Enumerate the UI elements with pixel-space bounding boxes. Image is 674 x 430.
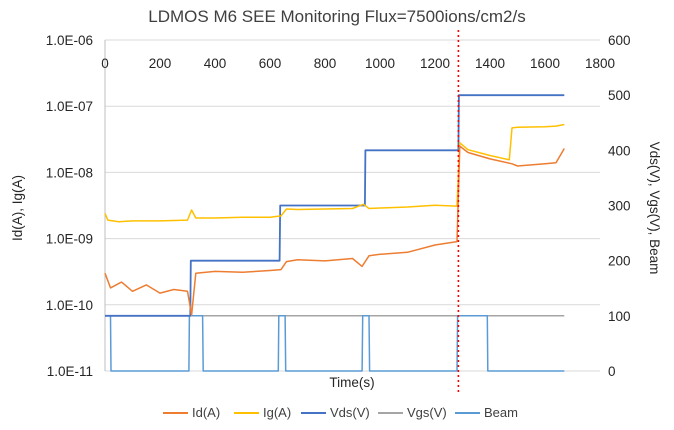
right-tick-label: 400 — [608, 143, 631, 158]
x-axis-label: Time(s) — [329, 375, 374, 390]
series-group — [104, 94, 565, 372]
x-tick-label: 200 — [149, 56, 172, 71]
x-tick-label: 1800 — [585, 56, 615, 71]
grid — [104, 39, 600, 372]
x-tick-label: 600 — [259, 56, 282, 71]
series-id-a-line — [104, 145, 565, 316]
x-tick-label: 1400 — [475, 56, 505, 71]
legend-entry: Beam — [484, 405, 518, 420]
x-tick-label: 800 — [314, 56, 337, 71]
right-tick-label: 0 — [608, 364, 616, 379]
legend-entry: Ig(A) — [263, 405, 291, 420]
left-axis-label: Id(A), Ig(A) — [10, 175, 25, 241]
x-tick-label: 1200 — [420, 56, 450, 71]
chart-title: LDMOS M6 SEE Monitoring Flux=7500ions/cm… — [148, 7, 525, 26]
legend-entry: Vgs(V) — [407, 405, 447, 420]
left-tick-label: 1.0E-06 — [46, 33, 93, 48]
x-tick-label: 1600 — [530, 56, 560, 71]
left-tick-label: 1.0E-07 — [46, 99, 93, 114]
series-ig-a-line — [104, 123, 565, 223]
right-axis-label: Vds(V), Vgs(V), Beam — [647, 142, 662, 275]
right-tick-label: 200 — [608, 254, 631, 269]
x-tick-label: 0 — [101, 56, 109, 71]
legend-entry: Vds(V) — [330, 405, 370, 420]
series-vds-v-line — [105, 94, 565, 317]
right-axis-ticks: 0 100 200 300 400 500 600 — [608, 33, 631, 379]
left-axis-ticks: 1.0E-11 1.0E-10 1.0E-09 1.0E-08 1.0E-07 1.0E-… — [46, 33, 93, 379]
x-tick-label: 1000 — [365, 56, 395, 71]
left-tick-label: 1.0E-11 — [47, 364, 93, 379]
right-tick-label: 600 — [608, 33, 631, 48]
legend: Id(A) Ig(A) Vds(V) Vgs(V) Beam — [163, 405, 518, 420]
right-tick-label: 100 — [608, 309, 631, 324]
x-axis-ticks: 0 200 400 600 800 1000 1200 1400 1600 1800 — [101, 56, 615, 71]
right-tick-label: 300 — [608, 199, 631, 214]
legend-entry: Id(A) — [192, 405, 220, 420]
x-tick-label: 400 — [204, 56, 227, 71]
left-tick-label: 1.0E-08 — [46, 165, 93, 180]
left-tick-label: 1.0E-09 — [46, 232, 93, 247]
right-tick-label: 500 — [608, 88, 631, 103]
left-tick-label: 1.0E-10 — [46, 298, 93, 313]
series-beam-line — [105, 315, 565, 372]
